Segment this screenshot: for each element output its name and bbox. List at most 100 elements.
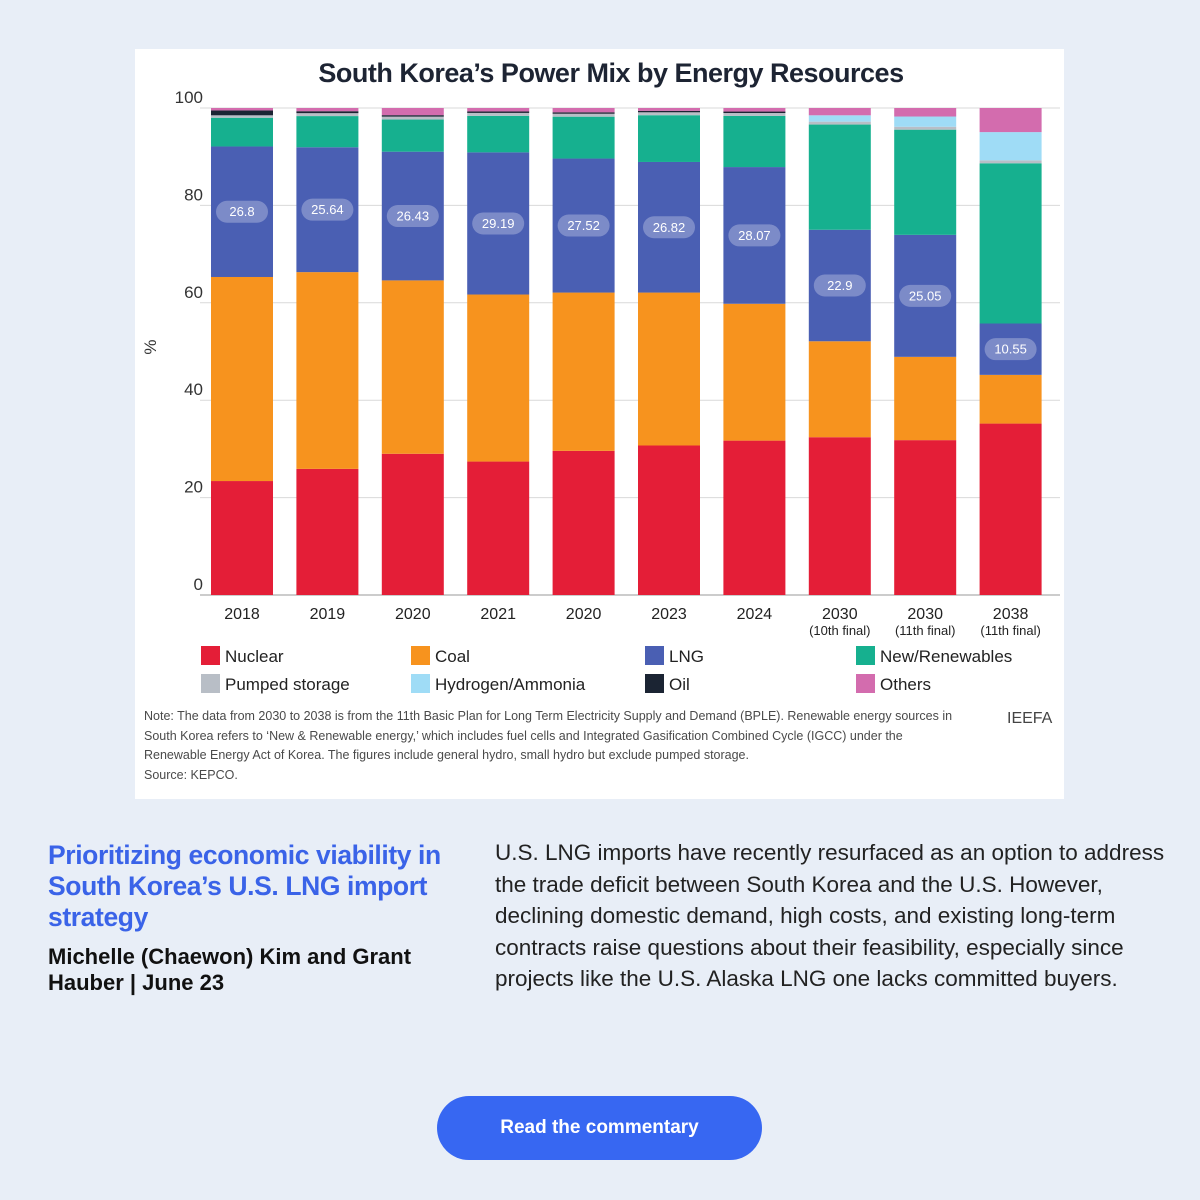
bar-segment-new-renewables bbox=[211, 117, 273, 147]
data-label-pill bbox=[386, 205, 439, 228]
legend-label: Nuclear bbox=[225, 647, 284, 666]
legend-swatch bbox=[411, 674, 430, 693]
x-tick-label: 2024 bbox=[737, 606, 773, 623]
legend-swatch bbox=[201, 674, 220, 693]
bar-segment-nuclear bbox=[808, 437, 871, 595]
power-mix-chart: South Korea’s Power Mix by Energy Resour… bbox=[141, 58, 1060, 694]
data-label-pill bbox=[216, 200, 268, 223]
article-headline[interactable]: Prioritizing economic viability in South… bbox=[48, 840, 441, 932]
bar-segment-others bbox=[979, 108, 1042, 133]
bar-segment-new-renewables bbox=[552, 116, 615, 159]
y-tick-label: 100 bbox=[175, 88, 203, 107]
bar-segment-coal bbox=[638, 292, 700, 446]
bar-segment-others bbox=[808, 108, 871, 116]
bar-segment-pumped-storage bbox=[894, 126, 957, 130]
x-tick-label: 2030 bbox=[907, 606, 943, 623]
bar-segment-pumped-storage bbox=[552, 113, 615, 117]
data-label-pill bbox=[472, 212, 525, 235]
bar-segment-hydrogen-ammonia bbox=[808, 115, 871, 122]
bar-segment-new-renewables bbox=[808, 124, 871, 230]
bar-segment-lng bbox=[552, 158, 615, 293]
legend-label: New/Renewables bbox=[880, 647, 1012, 666]
y-tick-label: 60 bbox=[184, 283, 203, 302]
x-tick-sublabel: (10th final) bbox=[809, 623, 870, 638]
legend-label: Coal bbox=[435, 647, 470, 666]
data-label-pill bbox=[899, 284, 952, 307]
y-tick-label: 80 bbox=[184, 185, 203, 204]
x-tick-label: 2020 bbox=[566, 606, 602, 623]
x-tick-sublabel: (11th final) bbox=[895, 623, 955, 638]
legend-label: Others bbox=[880, 675, 931, 694]
bar-segment-nuclear bbox=[723, 440, 786, 595]
bar-segment-others bbox=[296, 108, 359, 112]
bar-segment-nuclear bbox=[894, 440, 957, 595]
bar-segment-coal bbox=[808, 341, 871, 438]
x-tick-sublabel: (11th final) bbox=[980, 623, 1040, 638]
bar-segment-coal bbox=[979, 374, 1042, 424]
bar-segment-coal bbox=[467, 294, 530, 462]
read-commentary-button[interactable]: Read the commentary bbox=[437, 1096, 762, 1160]
bar-segment-nuclear bbox=[638, 445, 700, 595]
bar-segment-hydrogen-ammonia bbox=[894, 116, 957, 127]
y-axis-label: % bbox=[141, 339, 160, 354]
bar-segment-pumped-storage bbox=[211, 115, 273, 118]
bar-segment-coal bbox=[723, 303, 786, 441]
legend-swatch bbox=[645, 674, 664, 693]
bar-segment-coal bbox=[381, 280, 444, 454]
y-tick-label: 20 bbox=[184, 478, 203, 497]
bar-segment-new-renewables bbox=[894, 129, 957, 235]
bar-segment-lng bbox=[894, 234, 957, 357]
legend-swatch bbox=[411, 646, 430, 665]
brand-label: IEEFA bbox=[1007, 710, 1053, 727]
x-tick-label: 2030 bbox=[822, 606, 858, 623]
bar-segment-lng bbox=[467, 152, 530, 295]
bar-segment-pumped-storage bbox=[467, 112, 530, 116]
chart-title: South Korea’s Power Mix by Energy Resour… bbox=[318, 58, 903, 88]
bar-segment-pumped-storage bbox=[723, 113, 786, 116]
y-tick-label: 40 bbox=[184, 380, 203, 399]
bar-segment-nuclear bbox=[467, 461, 530, 595]
data-label: 25.05 bbox=[909, 288, 942, 303]
bar-segment-lng bbox=[808, 229, 871, 342]
data-label-pill bbox=[813, 274, 866, 297]
bar-segment-others bbox=[467, 108, 530, 112]
bar-segment-coal bbox=[296, 272, 359, 469]
x-tick-label: 2018 bbox=[224, 606, 260, 623]
data-label: 28.07 bbox=[738, 228, 771, 243]
bar-segment-pumped-storage bbox=[296, 113, 359, 117]
article-summary: U.S. LNG imports have recently resurface… bbox=[495, 840, 1165, 991]
legend-swatch bbox=[201, 646, 220, 665]
bar-segment-new-renewables bbox=[381, 119, 444, 152]
bar-segment-nuclear bbox=[211, 481, 273, 595]
bar-segment-others bbox=[552, 108, 615, 113]
bar-segment-coal bbox=[894, 356, 957, 441]
bar-segment-pumped-storage bbox=[381, 116, 444, 120]
data-label: 29.19 bbox=[482, 216, 515, 231]
data-label: 22.9 bbox=[827, 278, 852, 293]
data-label-pill bbox=[984, 338, 1037, 361]
data-label-pill bbox=[728, 224, 781, 247]
bar-segment-new-renewables bbox=[638, 115, 700, 162]
data-label-pill bbox=[557, 214, 610, 237]
bar-segment-nuclear bbox=[296, 468, 359, 595]
bar-segment-hydrogen-ammonia bbox=[979, 132, 1042, 161]
bar-segment-lng bbox=[381, 151, 444, 281]
x-tick-label: 2020 bbox=[395, 606, 431, 623]
x-tick-label: 2021 bbox=[480, 606, 516, 623]
bar-segment-others bbox=[211, 108, 273, 111]
article-byline: Michelle (Chaewon) Kim and Grant Hauber … bbox=[48, 944, 412, 995]
bar-segment-nuclear bbox=[552, 450, 615, 595]
bar-segment-pumped-storage bbox=[808, 121, 871, 125]
data-label: 27.52 bbox=[567, 218, 600, 233]
x-tick-label: 2038 bbox=[993, 606, 1029, 623]
bar-segment-lng bbox=[723, 167, 786, 304]
data-label: 10.55 bbox=[994, 342, 1027, 357]
legend-label: Pumped storage bbox=[225, 675, 350, 694]
chart-note: Note: The data from 2030 to 2038 is from… bbox=[144, 707, 954, 785]
legend-label: Oil bbox=[669, 675, 690, 694]
bar-segment-lng bbox=[638, 161, 700, 293]
bar-segment-oil bbox=[211, 110, 273, 116]
data-label: 26.82 bbox=[653, 220, 686, 235]
bar-segment-others bbox=[638, 108, 700, 111]
chart-card: South Korea’s Power Mix by Energy Resour… bbox=[135, 49, 1064, 799]
